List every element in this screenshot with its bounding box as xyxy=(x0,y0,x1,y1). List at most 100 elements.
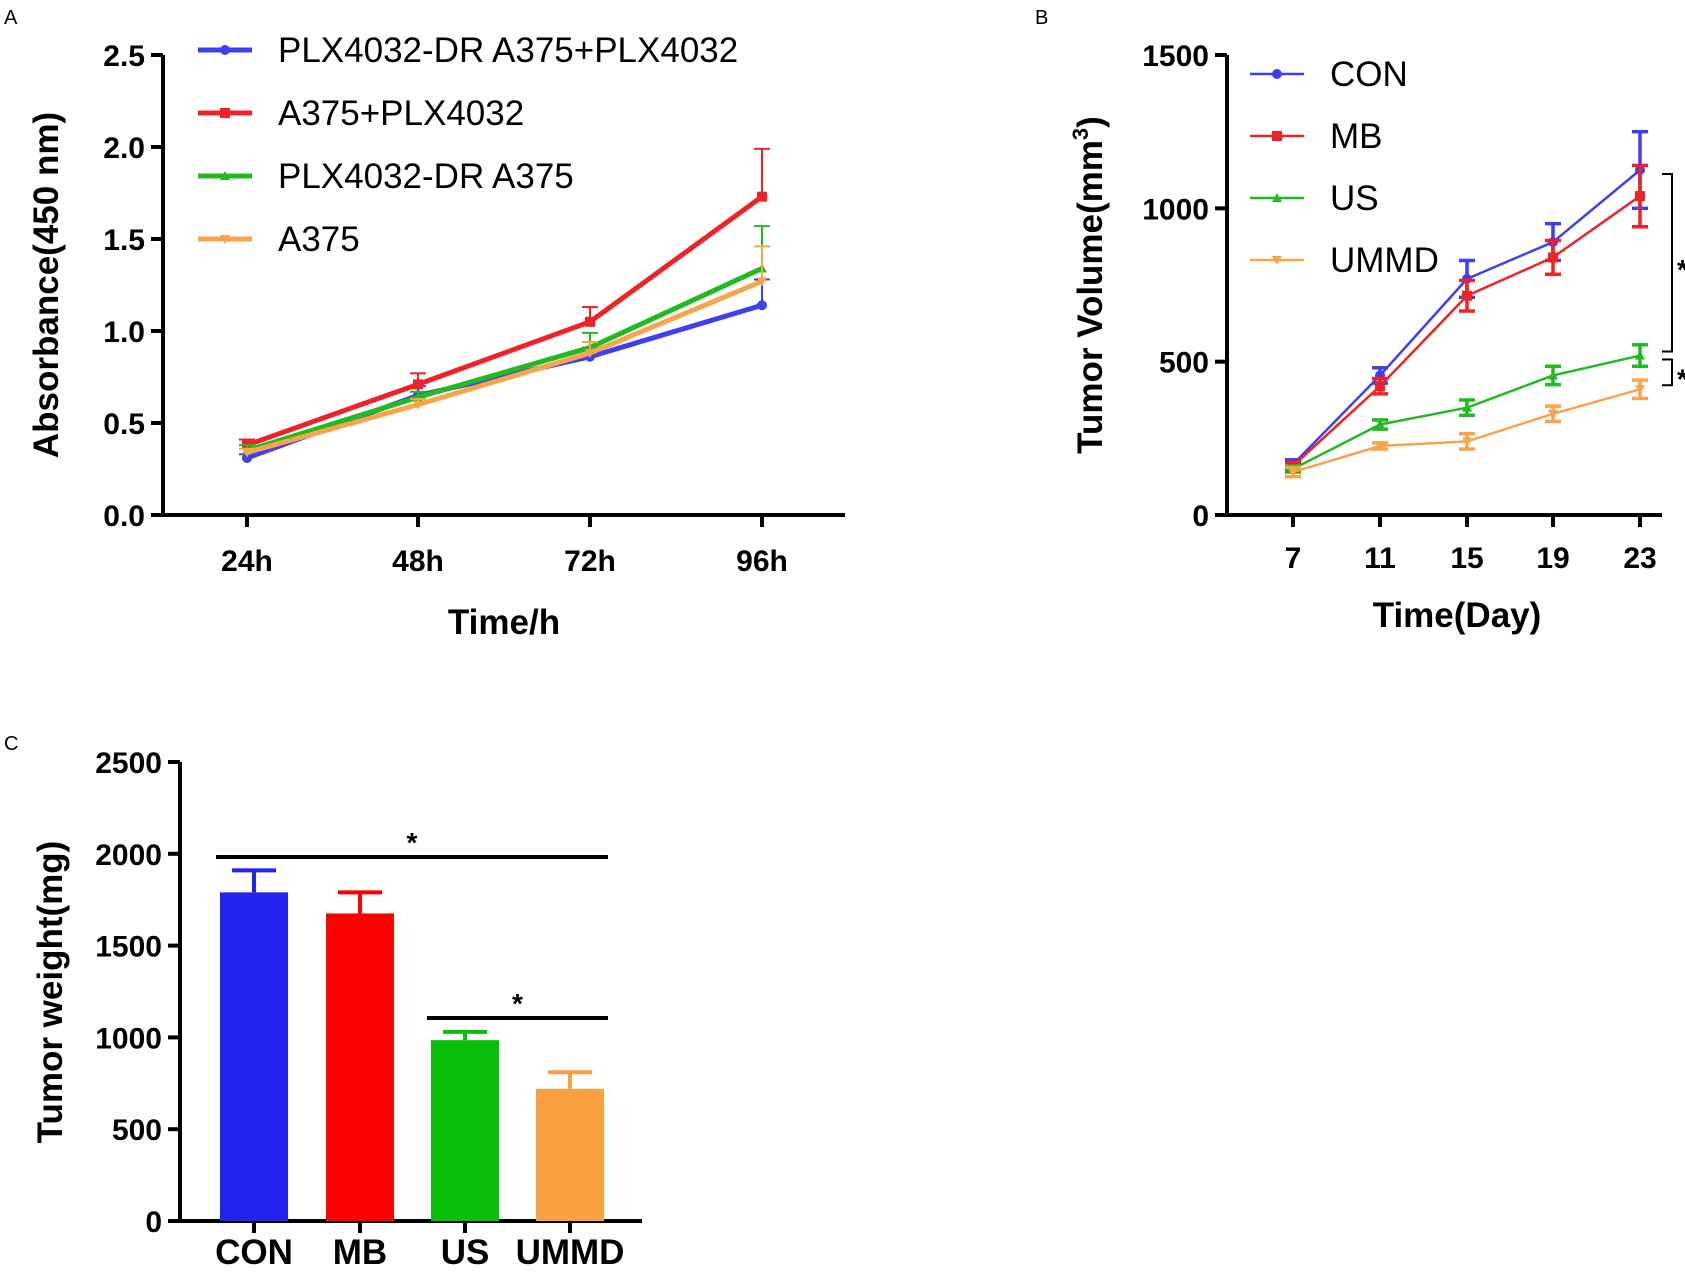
y-tick-label: 1500 xyxy=(1142,40,1209,73)
data-point xyxy=(1635,350,1645,360)
data-point xyxy=(1462,402,1472,412)
significance-star: * xyxy=(1677,254,1685,285)
data-point xyxy=(413,379,423,390)
y-tick-label: 1000 xyxy=(95,1022,162,1055)
series-line xyxy=(246,279,763,455)
y-tick-label: 0 xyxy=(145,1206,162,1239)
significance-bracket: * xyxy=(1662,358,1685,394)
y-tick-label: 1.0 xyxy=(103,316,145,349)
panel-letter-b: B xyxy=(1035,7,1048,29)
panel-a-y-axis-title: Absorbance(450 nm) xyxy=(27,112,66,458)
data-point xyxy=(585,316,595,327)
data-point xyxy=(242,448,252,458)
legend-item-ummd: UMMD xyxy=(1250,241,1439,280)
y-tick-label: 2000 xyxy=(95,839,162,872)
legend-label: UMMD xyxy=(1330,241,1439,280)
y-tick-label: 2.0 xyxy=(103,132,145,165)
legend-marker xyxy=(220,108,230,118)
legend-item-plx4032-dr-a375-plx4032: PLX4032-DR A375+PLX4032 xyxy=(198,31,738,70)
x-tick-label: 96h xyxy=(736,545,788,578)
legend-item-mb: MB xyxy=(1250,117,1383,156)
significance-star: * xyxy=(407,827,418,858)
significance-line: * xyxy=(427,988,608,1020)
x-tick-label: 19 xyxy=(1536,542,1569,575)
significance-star: * xyxy=(512,988,523,1019)
data-point xyxy=(757,191,767,202)
panel-b-y-axis-title: Tumor Volume(mm3) xyxy=(1068,116,1110,454)
x-tick-label: CON xyxy=(215,1233,293,1272)
series-us xyxy=(1285,343,1648,474)
y-tick-label: 0.0 xyxy=(103,500,145,533)
x-tick-label: 24h xyxy=(221,545,273,578)
data-point xyxy=(1635,385,1645,395)
data-point xyxy=(1375,442,1385,451)
legend-marker xyxy=(1272,193,1282,202)
significance-star: * xyxy=(1677,363,1685,394)
data-point xyxy=(1548,409,1558,419)
legend-label: PLX4032-DR A375+PLX4032 xyxy=(278,31,738,70)
data-point xyxy=(413,400,423,410)
series-a375 xyxy=(239,245,770,458)
y-tick-label: 1000 xyxy=(1142,193,1209,226)
data-point xyxy=(757,277,767,287)
data-point xyxy=(585,349,595,359)
bracket-line xyxy=(1662,173,1673,353)
x-tick-label: 23 xyxy=(1623,542,1656,575)
data-point xyxy=(242,452,252,463)
panel-letter-c: C xyxy=(4,733,18,755)
y-tick-label: 1.5 xyxy=(103,224,145,257)
data-point xyxy=(757,300,767,311)
data-point xyxy=(1635,191,1645,202)
panel-letter-a: A xyxy=(4,7,18,29)
legend-marker xyxy=(220,171,230,180)
data-point xyxy=(1375,419,1385,429)
x-tick-label: 7 xyxy=(1285,542,1302,575)
panel-c: C 0 500 1000 1500 2000 2500 CON MB US UMMD Tumor… xyxy=(4,733,642,1272)
panel-b: B 0 500 1000 1500 7 11 15 19 23 Time(Day) Tumor… xyxy=(1035,7,1685,635)
legend-label: MB xyxy=(1330,117,1383,156)
panel-b-y-axis-title-main: Tumor Volume(mm xyxy=(1071,140,1110,454)
panel-b-y-axis-title-close: ) xyxy=(1071,116,1110,128)
legend-marker xyxy=(220,45,230,55)
legend-label: US xyxy=(1330,179,1379,218)
data-point xyxy=(1375,381,1385,392)
legend-label: A375+PLX4032 xyxy=(278,94,524,133)
legend-item-us: US xyxy=(1250,179,1379,218)
x-tick-label: 72h xyxy=(564,545,616,578)
data-point xyxy=(1548,252,1558,263)
legend-item-a375: A375 xyxy=(198,220,360,259)
legend-item-con: CON xyxy=(1250,55,1408,94)
bar-mb xyxy=(326,890,394,1221)
significance-line: * xyxy=(216,827,608,859)
y-tick-label: 500 xyxy=(1159,347,1209,380)
legend-marker xyxy=(1272,69,1282,79)
legend-marker xyxy=(1272,131,1282,141)
legend-marker xyxy=(220,235,230,244)
bar-us xyxy=(431,1029,499,1221)
x-tick-label: 48h xyxy=(392,545,444,578)
series-line xyxy=(1292,195,1641,467)
series-ummd xyxy=(1285,378,1648,479)
significance-bracket: * xyxy=(1662,173,1685,353)
data-point xyxy=(1288,468,1298,478)
bar-rect xyxy=(220,892,288,1221)
x-tick-label: 11 xyxy=(1364,542,1396,575)
series-line xyxy=(246,266,764,453)
y-tick-label: 0.5 xyxy=(103,408,145,441)
legend-marker xyxy=(1272,256,1282,265)
bar-rect xyxy=(326,913,394,1221)
data-point xyxy=(1462,290,1472,301)
series-line xyxy=(246,194,764,448)
bar-rect xyxy=(431,1040,499,1221)
y-tick-label: 1500 xyxy=(95,931,162,964)
panel-a: A 0.0 0.5 1.0 1.5 2.0 2.5 24h 48h 72h 96h Time/h… xyxy=(4,7,845,642)
x-tick-label: MB xyxy=(333,1233,387,1272)
bar-con xyxy=(220,868,288,1221)
legend-item-plx4032-dr-a375: PLX4032-DR A375 xyxy=(198,157,574,196)
y-tick-label: 2500 xyxy=(95,747,162,780)
bar-rect xyxy=(536,1088,604,1221)
y-tick-label: 0 xyxy=(1192,500,1209,533)
bar-ummd xyxy=(536,1070,604,1221)
panel-c-y-axis-title: Tumor weight(mg) xyxy=(31,841,70,1144)
